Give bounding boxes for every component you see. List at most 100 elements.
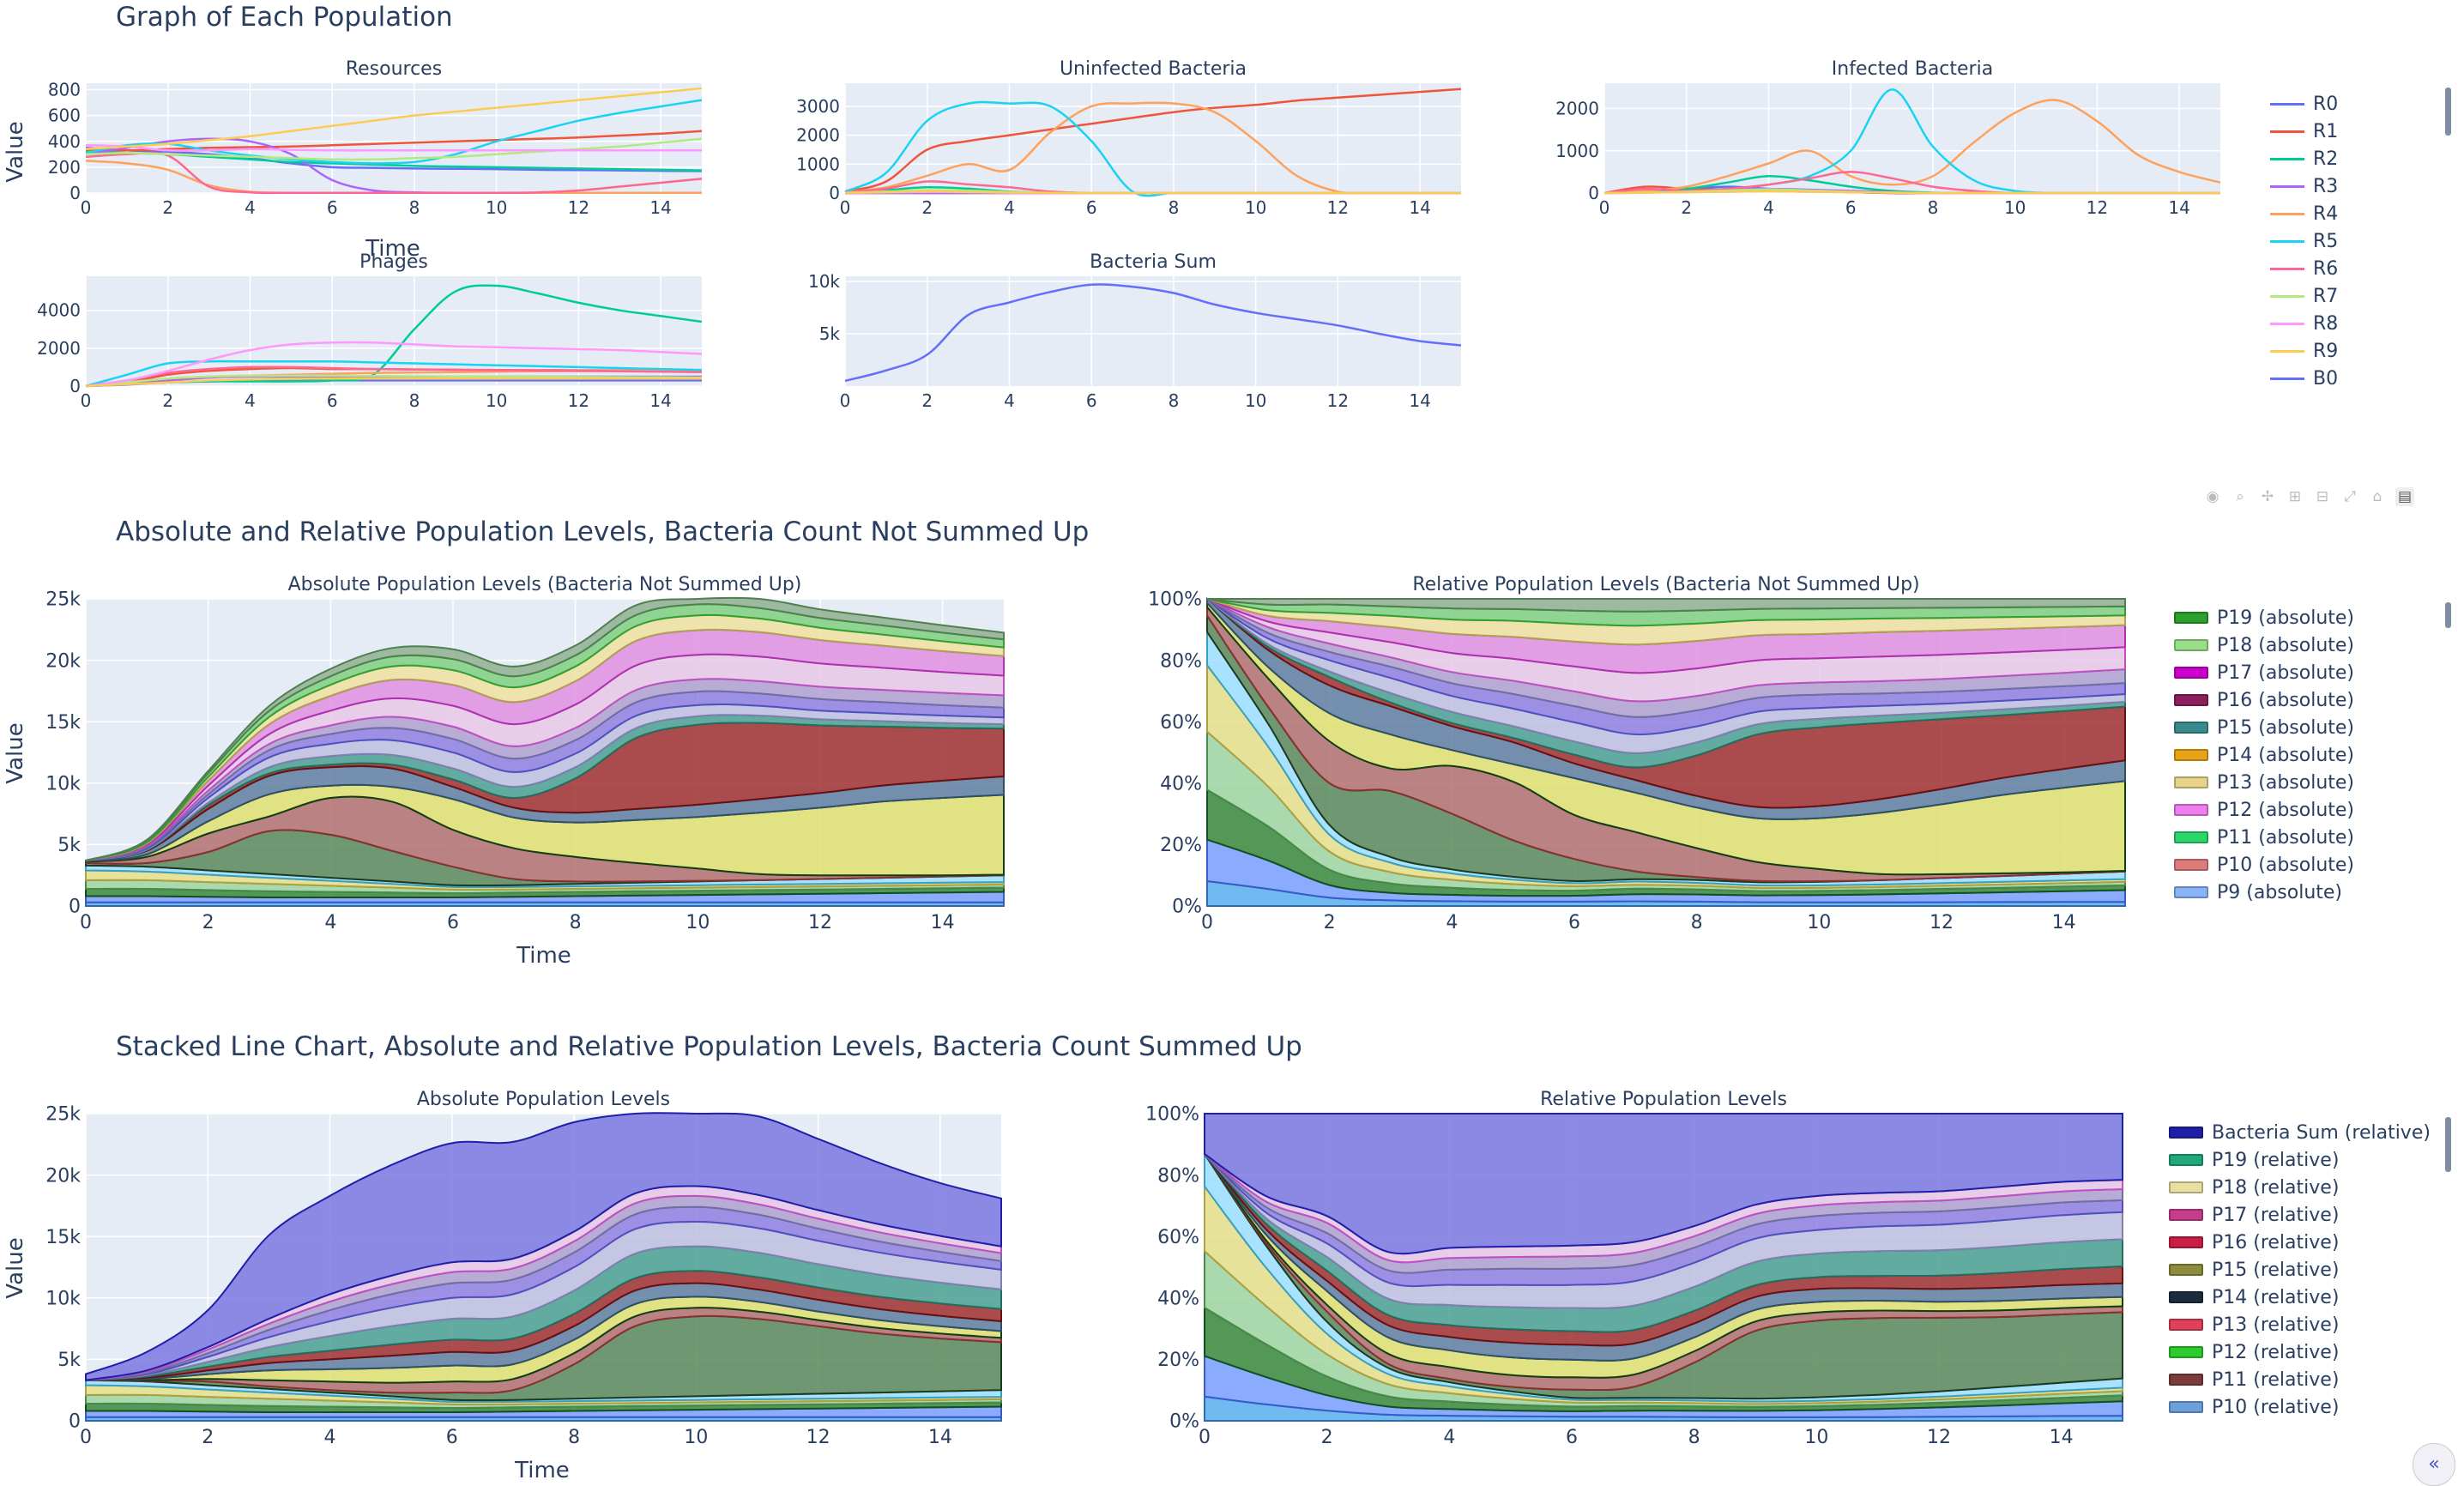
absolute-legend-item[interactable]: P19 (absolute) xyxy=(2174,604,2354,631)
y-tick-label: 25k xyxy=(45,589,81,611)
y-tick-label: 0 xyxy=(829,183,840,203)
x-tick-label: 2 xyxy=(1324,912,1336,933)
relative-legend-item[interactable]: P17 (relative) xyxy=(2169,1201,2431,1229)
legend-label: P17 (relative) xyxy=(2212,1204,2340,1226)
x-axis-title: Time xyxy=(365,236,420,262)
legend-label: R7 xyxy=(2313,285,2339,307)
legend-swatch xyxy=(2169,1374,2203,1386)
absolute-legend-item[interactable]: P13 (absolute) xyxy=(2174,769,2354,796)
relative-legend-item[interactable]: P13 (relative) xyxy=(2169,1311,2431,1338)
resource-legend-item[interactable]: R1 xyxy=(2270,118,2338,145)
home-icon[interactable]: ⌂ xyxy=(2372,488,2382,505)
x-tick-label: 6 xyxy=(1086,197,1097,218)
legend-swatch xyxy=(2174,694,2208,706)
y-tick-label: 15k xyxy=(45,1227,81,1248)
relative-legend-item[interactable]: P19 (relative) xyxy=(2169,1146,2431,1174)
x-tick-label: 8 xyxy=(568,1427,580,1448)
y-tick-label: 5k xyxy=(57,1350,81,1371)
relative-legend-item[interactable]: P18 (relative) xyxy=(2169,1174,2431,1201)
relative-legend-item[interactable]: Bacteria Sum (relative) xyxy=(2169,1119,2431,1146)
legend-swatch xyxy=(2174,886,2208,898)
collapse-icon[interactable]: « xyxy=(2413,1443,2455,1486)
x-tick-label: 10 xyxy=(1245,197,1266,218)
autoscale-icon[interactable]: ⤢ xyxy=(2344,488,2356,505)
y-axis-title: Value xyxy=(3,121,28,182)
resource-legend-item[interactable]: R8 xyxy=(2270,310,2338,337)
chart-title: Absolute Population Levels (Bacteria Not… xyxy=(288,574,802,595)
legend-relative-scrollbar[interactable] xyxy=(2445,1117,2451,1172)
absolute-legend-item[interactable]: P11 (absolute) xyxy=(2174,824,2354,851)
series-line-R6 xyxy=(85,151,703,195)
relative-legend-item[interactable]: P14 (relative) xyxy=(2169,1284,2431,1311)
pan-icon[interactable]: ✢ xyxy=(2261,488,2274,505)
legend-swatch xyxy=(2270,322,2304,325)
resource-legend-item[interactable]: B0 xyxy=(2270,365,2338,392)
camera-icon[interactable]: ◉ xyxy=(2206,488,2219,505)
legend-swatch xyxy=(2169,1209,2203,1221)
x-tick-label: 0 xyxy=(840,390,851,411)
x-tick-label: 12 xyxy=(1327,390,1349,411)
absolute-legend-item[interactable]: P16 (absolute) xyxy=(2174,686,2354,714)
zoom-in-icon[interactable]: ⊞ xyxy=(2288,488,2302,505)
resource-legend-item[interactable]: R3 xyxy=(2270,172,2338,200)
legend-swatch xyxy=(2174,859,2208,871)
relative-legend-item[interactable]: P11 (relative) xyxy=(2169,1366,2431,1393)
relative-legend-item[interactable]: P15 (relative) xyxy=(2169,1256,2431,1284)
resource-legend-item[interactable]: R4 xyxy=(2270,200,2338,227)
y-tick-label: 10k xyxy=(45,1289,81,1310)
resource-legend-item[interactable]: R2 xyxy=(2270,145,2338,172)
absolute-legend-item[interactable]: P17 (absolute) xyxy=(2174,659,2354,686)
x-tick-label: 4 xyxy=(324,912,336,933)
legend-label: R0 xyxy=(2313,93,2339,115)
legend-label: P16 (absolute) xyxy=(2217,689,2355,711)
y-tick-label: 0 xyxy=(69,1411,81,1433)
x-tick-label: 6 xyxy=(1566,1427,1578,1448)
x-tick-label: 12 xyxy=(568,390,589,411)
x-tick-label: 10 xyxy=(2004,197,2026,218)
y-tick-label: 0 xyxy=(69,376,81,396)
legend-label: P14 (absolute) xyxy=(2217,744,2355,766)
chart-1: 0 2 4 6 8 10 12 14 0 1000 2000 3000 Uninfected Bacte… xyxy=(796,58,1462,218)
x-tick-label: 2 xyxy=(1681,197,1692,218)
resource-legend-item[interactable]: R7 xyxy=(2270,282,2338,310)
area-p19 xyxy=(85,596,1005,861)
legend-label: P12 (absolute) xyxy=(2217,799,2355,821)
x-tick-label: 6 xyxy=(327,390,338,411)
legend-swatch xyxy=(2169,1401,2203,1413)
relative-legend-item[interactable]: P12 (relative) xyxy=(2169,1338,2431,1366)
zoom-out-icon[interactable]: ⊟ xyxy=(2316,488,2329,505)
absolute-legend-item[interactable]: P10 (absolute) xyxy=(2174,851,2354,879)
relative-legend-item[interactable]: P16 (relative) xyxy=(2169,1229,2431,1256)
absolute-legend-item[interactable]: P12 (absolute) xyxy=(2174,796,2354,824)
section-title-not-summed: Absolute and Relative Population Levels,… xyxy=(116,516,1090,547)
legend-absolute-scrollbar[interactable] xyxy=(2445,602,2451,628)
relative-legend-item[interactable]: P10 (relative) xyxy=(2169,1393,2431,1421)
legend-swatch xyxy=(2270,130,2304,133)
legend-resources-scrollbar[interactable] xyxy=(2445,88,2451,136)
absolute-legend-item[interactable]: P9 (absolute) xyxy=(2174,879,2354,906)
absolute-legend-item[interactable]: P15 (absolute) xyxy=(2174,714,2354,741)
plotly-logo-icon[interactable]: ▤ xyxy=(2395,487,2414,506)
legend-relative[interactable]: Bacteria Sum (relative) P19 (relative) P18… xyxy=(2169,1119,2431,1421)
resource-legend-item[interactable]: R5 xyxy=(2270,227,2338,255)
x-tick-label: 0 xyxy=(81,197,92,218)
zoom-icon[interactable]: ⌕ xyxy=(2236,488,2244,505)
y-axis-title: Value xyxy=(3,722,28,783)
resource-legend-item[interactable]: R6 xyxy=(2270,255,2338,282)
legend-resources[interactable]: R0 R1 R2 R3 R4 R5 R6 R7 R8 R9 B0 xyxy=(2270,90,2338,392)
absolute-legend-item[interactable]: P14 (absolute) xyxy=(2174,741,2354,769)
legend-absolute[interactable]: P19 (absolute) P18 (absolute) P17 (absolut… xyxy=(2174,604,2354,906)
x-tick-label: 4 xyxy=(1004,197,1015,218)
legend-label: P18 (relative) xyxy=(2212,1176,2340,1199)
resource-legend-item[interactable]: R0 xyxy=(2270,90,2338,118)
y-tick-label: 4000 xyxy=(37,300,81,321)
y-tick-label: 100% xyxy=(1145,1104,1199,1126)
y-tick-label: 40% xyxy=(1160,774,1202,795)
absolute-legend-item[interactable]: P18 (absolute) xyxy=(2174,631,2354,659)
resource-legend-item[interactable]: R9 xyxy=(2270,337,2338,365)
y-tick-label: 1000 xyxy=(796,154,840,174)
chart-7: 0 2 4 6 8 10 12 14 0 5k 10k 15k 20k 25k Absolute Popul… xyxy=(45,1089,1002,1448)
series-line-R5 xyxy=(85,359,703,388)
x-tick-label: 14 xyxy=(649,390,671,411)
